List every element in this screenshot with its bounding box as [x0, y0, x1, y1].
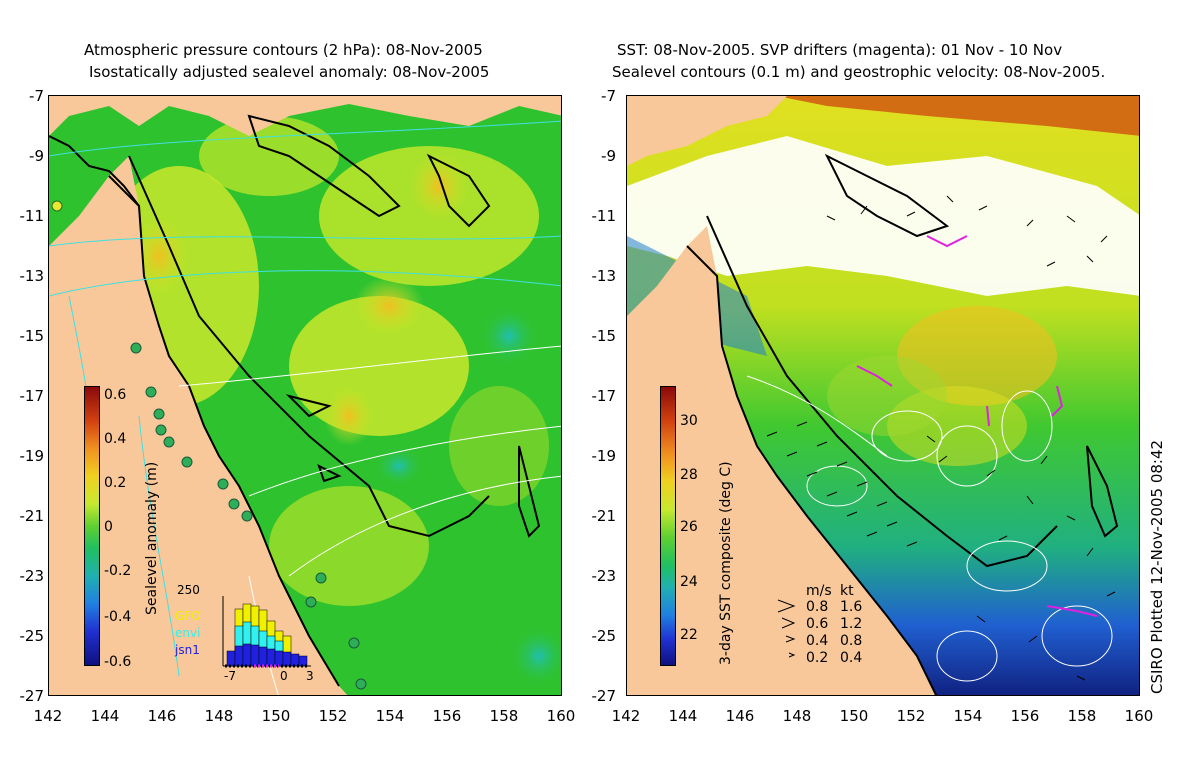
right-ytick-3: -11	[591, 207, 617, 225]
right-ytick-11: -27	[591, 687, 617, 705]
left-ytick-3: -11	[19, 207, 45, 225]
vel-legend-row3-ms: 0.4	[806, 633, 829, 649]
vel-legend-row4-ms: 0.2	[806, 650, 829, 666]
left-title-line2: Isostatically adjusted sealevel anomaly:…	[89, 63, 490, 81]
right-ytick-1: -7	[601, 87, 616, 105]
vel-legend-row3-kt: 0.8	[840, 633, 863, 649]
left-xtick-5: 150	[261, 707, 291, 725]
left-ytick-6: -17	[19, 387, 45, 405]
right-colorbar	[660, 386, 676, 666]
no-data-region	[627, 136, 1139, 296]
right-colorbar-label: 3-day SST composite (deg C)	[718, 461, 734, 665]
left-cb-tick-6: -0.4	[104, 609, 132, 625]
right-xtick-9: 158	[1067, 707, 1097, 725]
hist-legend-jsn1: jsn1	[175, 643, 200, 657]
right-ytick-4: -13	[591, 267, 617, 285]
left-xtick-2: 144	[90, 707, 120, 725]
right-xtick-10: 160	[1124, 707, 1154, 725]
right-ytick-8: -21	[591, 507, 617, 525]
histogram-inset	[222, 596, 311, 668]
left-xtick-6: 152	[318, 707, 348, 725]
right-title-line1: SST: 08-Nov-2005. SVP drifters (magenta)…	[617, 41, 1063, 59]
right-xtick-7: 154	[953, 707, 983, 725]
right-cb-tick-5: 22	[680, 627, 698, 643]
left-xtick-9: 158	[489, 707, 519, 725]
left-ytick-11: -27	[19, 687, 45, 705]
left-cb-tick-2: 0.4	[104, 431, 127, 447]
left-ytick-2: -9	[29, 147, 44, 165]
left-ytick-10: -25	[19, 627, 45, 645]
right-ytick-2: -9	[601, 147, 616, 165]
left-ytick-9: -23	[19, 567, 45, 585]
right-xtick-6: 152	[896, 707, 926, 725]
hist-xtick-3: 3	[306, 669, 314, 683]
vel-legend-row4-kt: 0.4	[840, 650, 863, 666]
right-ytick-7: -19	[591, 447, 617, 465]
vel-legend-row2-kt: 1.2	[840, 616, 863, 632]
velocity-arrows	[766, 195, 1116, 681]
hist-xtick-1: -7	[224, 669, 236, 683]
right-map-graphic	[627, 96, 1139, 695]
vel-legend-header-ms: m/s	[806, 583, 832, 599]
right-ytick-9: -23	[591, 567, 617, 585]
left-map-graphic	[49, 96, 561, 695]
csiro-plotted-stamp: CSIRO Plotted 12-Nov-2005 08:42	[1148, 439, 1166, 694]
right-ytick-6: -17	[591, 387, 617, 405]
right-ytick-10: -25	[591, 627, 617, 645]
right-xtick-2: 144	[668, 707, 698, 725]
right-xtick-1: 142	[611, 707, 641, 725]
hist-xtick-2: 0	[280, 669, 288, 683]
right-ytick-5: -15	[591, 327, 617, 345]
left-cb-tick-3: 0.2	[104, 475, 127, 491]
vel-legend-arrows	[777, 599, 796, 658]
left-ytick-7: -19	[19, 447, 45, 465]
left-ytick-4: -13	[19, 267, 45, 285]
left-xtick-7: 154	[375, 707, 405, 725]
vel-legend-row1-ms: 0.8	[806, 599, 829, 615]
left-xtick-8: 156	[432, 707, 462, 725]
left-colorbar	[84, 386, 100, 666]
land-north	[49, 96, 561, 136]
right-cb-tick-2: 28	[680, 467, 698, 483]
right-title-line2: Sealevel contours (0.1 m) and geostrophi…	[612, 63, 1106, 81]
vel-legend-header-kt: kt	[840, 583, 854, 599]
hist-legend-envi: envi	[175, 626, 201, 640]
left-map	[48, 95, 562, 696]
left-cb-tick-1: 0.6	[104, 387, 127, 403]
left-xtick-1: 142	[33, 707, 63, 725]
right-xtick-8: 156	[1010, 707, 1040, 725]
right-cb-tick-3: 26	[680, 519, 698, 535]
left-xtick-4: 148	[204, 707, 234, 725]
land-australia-right	[627, 226, 937, 695]
left-cb-tick-4: 0	[104, 519, 113, 535]
right-cb-tick-4: 24	[680, 574, 698, 590]
right-cb-tick-1: 30	[680, 413, 698, 429]
left-xtick-10: 160	[546, 707, 576, 725]
left-title-line1: Atmospheric pressure contours (2 hPa): 0…	[84, 41, 483, 59]
vel-legend-row1-kt: 1.6	[840, 599, 863, 615]
right-xtick-5: 150	[839, 707, 869, 725]
left-ytick-1: -7	[29, 87, 44, 105]
vel-legend-row2-ms: 0.6	[806, 616, 829, 632]
left-ytick-5: -15	[19, 327, 45, 345]
land-north-right	[627, 96, 787, 166]
hist-legend-gfo: GFO	[175, 609, 201, 623]
left-colorbar-label: Sealevel anomaly (m)	[144, 461, 160, 615]
left-xtick-3: 146	[147, 707, 177, 725]
hist-ymax-label: 250	[177, 583, 200, 597]
right-map	[626, 95, 1140, 696]
right-xtick-4: 148	[782, 707, 812, 725]
right-xtick-3: 146	[725, 707, 755, 725]
left-cb-tick-7: -0.6	[104, 654, 132, 670]
left-cb-tick-5: -0.2	[104, 563, 132, 579]
left-ytick-8: -21	[19, 507, 45, 525]
